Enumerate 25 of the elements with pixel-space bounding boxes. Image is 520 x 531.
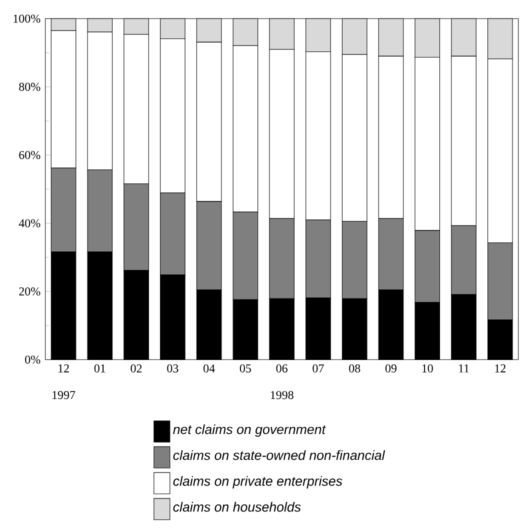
x-tick-label: 04 — [204, 364, 215, 372]
x-tick-label: 01 — [94, 364, 106, 372]
y-tick-label: 40% — [18, 219, 40, 228]
y-tick-label: 60% — [19, 150, 40, 160]
x-tick-label: 02 — [130, 364, 142, 372]
legend-label: claims on households — [173, 502, 301, 512]
x-tick-label: 06 — [276, 364, 288, 372]
x-tick-label: 10 — [422, 364, 433, 372]
legend-label: net claims on government — [173, 424, 326, 437]
legend-label: claims on state-owned non-financial — [173, 450, 386, 460]
x-tick-label: 08 — [349, 364, 360, 372]
x-tick-label: 11 — [459, 364, 469, 372]
y-tick-label: 0% — [25, 356, 40, 364]
x-tick-label: 05 — [240, 364, 251, 372]
text: 1997 — [52, 391, 76, 400]
y-tick-label: 20% — [19, 287, 40, 296]
text: 1998 — [270, 391, 294, 400]
legend-label: claims on private enterprises — [173, 476, 342, 488]
x-tick-label: 12 — [58, 364, 69, 372]
y-tick-label: 100% — [14, 14, 40, 23]
x-tick-label: 09 — [385, 364, 396, 372]
y-tick-label: 80% — [19, 82, 40, 91]
x-tick-label: 12 — [495, 364, 506, 372]
x-tick-label: 03 — [167, 364, 178, 372]
x-tick-label: 07 — [312, 364, 324, 372]
